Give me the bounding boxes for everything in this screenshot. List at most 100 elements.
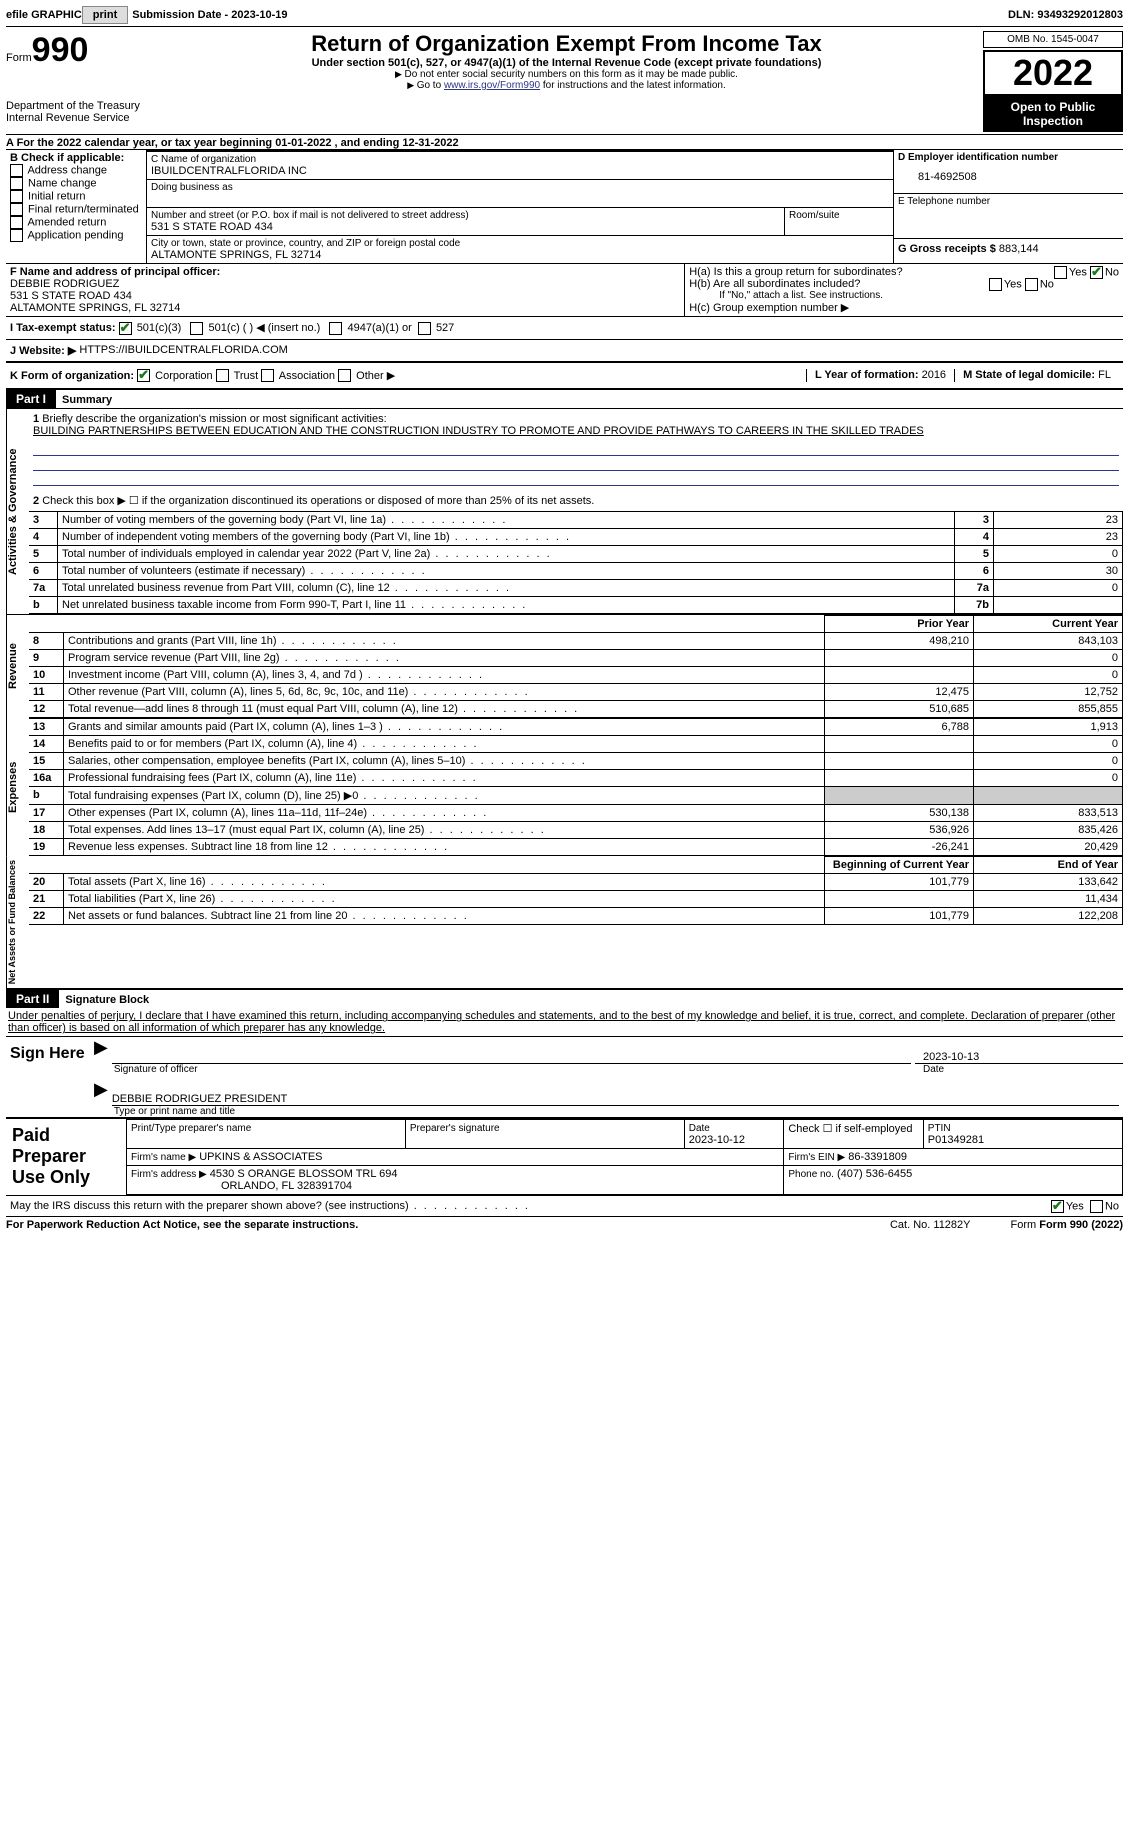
hb-yes[interactable] — [989, 278, 1002, 291]
paid-preparer-label: Paid Preparer Use Only — [6, 1119, 126, 1195]
org-name-label: C Name of organization — [151, 154, 889, 165]
org-address: 531 S STATE ROAD 434 — [151, 221, 780, 233]
checkbox-final-return-terminated: Final return/terminated — [10, 203, 142, 216]
checkbox-name-change: Name change — [10, 177, 142, 190]
tax-year: 2022 — [983, 50, 1123, 96]
preparer-table: Print/Type preparer's name Preparer's si… — [126, 1119, 1123, 1195]
l1-text: BUILDING PARTNERSHIPS BETWEEN EDUCATION … — [33, 425, 924, 437]
checkbox-initial-return: Initial return — [10, 190, 142, 203]
top-bar: efile GRAPHIC print Submission Date - 20… — [6, 6, 1123, 27]
print-button[interactable]: print — [82, 6, 128, 24]
part2-title: Signature Block — [59, 994, 149, 1006]
part1-title: Summary — [56, 394, 112, 406]
firm-addr2: ORLANDO, FL 328391704 — [131, 1180, 352, 1192]
room-label: Room/suite — [784, 208, 893, 235]
form-label: Form — [6, 52, 32, 64]
hb-note: If "No," attach a list. See instructions… — [689, 290, 1119, 301]
checkbox-amended-return: Amended return — [10, 216, 142, 229]
ein-label: D Employer identification number — [898, 152, 1058, 163]
governance-table: 3Number of voting members of the governi… — [29, 511, 1123, 614]
org-trust[interactable] — [216, 369, 229, 382]
org-assoc[interactable] — [261, 369, 274, 382]
website-value: HTTPS://IBUILDCENTRALFLORIDA.COM — [79, 344, 287, 357]
sig-arrow2-icon: ▶ — [94, 1079, 108, 1117]
discuss-no[interactable] — [1090, 1200, 1103, 1213]
omb-number: OMB No. 1545-0047 — [983, 31, 1123, 48]
dba-label: Doing business as — [151, 182, 889, 193]
form-footer: Form Form 990 (2022) — [1011, 1219, 1124, 1231]
form-number: 990 — [32, 31, 89, 69]
sign-here-label: Sign Here — [6, 1037, 94, 1117]
efile-label: efile GRAPHIC — [6, 9, 82, 21]
checkbox-application-pending: Application pending — [10, 229, 142, 242]
city-label: City or town, state or province, country… — [151, 238, 889, 249]
declaration: Under penalties of perjury, I declare th… — [6, 1008, 1123, 1036]
status-501c[interactable] — [190, 322, 203, 335]
vlabel-gov: Activities & Governance — [6, 409, 29, 614]
firm-name: UPKINS & ASSOCIATES — [199, 1151, 322, 1163]
org-other[interactable] — [338, 369, 351, 382]
sign-date: 2023-10-13 — [915, 1051, 1123, 1064]
vlabel-exp: Expenses — [6, 718, 29, 856]
officer-label: F Name and address of principal officer: — [10, 266, 220, 278]
ptin: P01349281 — [928, 1134, 984, 1146]
line-a: A For the 2022 calendar year, or tax yea… — [6, 137, 1123, 149]
dln-label: DLN: 93493292012803 — [1008, 9, 1123, 21]
sig-arrow-icon: ▶ — [94, 1037, 108, 1075]
note-ssn: Do not enter social security numbers on … — [154, 69, 979, 80]
addr-label: Number and street (or P.O. box if mail i… — [151, 210, 780, 221]
org-city: ALTAMONTE SPRINGS, FL 32714 — [151, 249, 889, 261]
gross-label: G Gross receipts $ — [898, 243, 996, 255]
hc-label: H(c) Group exemption number ▶ — [689, 301, 1119, 314]
website-label: J Website: ▶ — [10, 344, 76, 357]
firm-phone: (407) 536-6455 — [837, 1168, 912, 1180]
note-goto: Go to www.irs.gov/Form990 for instructio… — [154, 80, 979, 91]
ha-no[interactable] — [1090, 266, 1103, 279]
checkbox-address-change: Address change — [10, 164, 142, 177]
page-subtitle: Under section 501(c), 527, or 4947(a)(1)… — [154, 57, 979, 69]
dept-label: Department of the Treasury — [6, 100, 146, 112]
l2-text: Check this box ▶ ☐ if the organization d… — [42, 495, 594, 507]
status-527[interactable] — [418, 322, 431, 335]
hb-no[interactable] — [1025, 278, 1038, 291]
box-b-label: B Check if applicable: — [10, 152, 124, 164]
year-formation: 2016 — [922, 369, 946, 381]
status-4947[interactable] — [329, 322, 342, 335]
revenue-table: Prior YearCurrent Year8Contributions and… — [29, 615, 1123, 718]
form-org-label: K Form of organization: — [10, 370, 134, 382]
officer-addr1: 531 S STATE ROAD 434 — [10, 290, 680, 302]
hb-label: H(b) Are all subordinates included? — [689, 278, 860, 290]
part2-bar: Part II — [6, 990, 59, 1008]
part1-bar: Part I — [6, 390, 56, 408]
vlabel-net: Net Assets or Fund Balances — [6, 856, 29, 988]
gross-value: 883,144 — [999, 243, 1039, 255]
open-inspection: Open to Public Inspection — [983, 96, 1123, 132]
pra-notice: For Paperwork Reduction Act Notice, see … — [6, 1219, 358, 1231]
irs-link[interactable]: www.irs.gov/Form990 — [444, 80, 540, 91]
irs-label: Internal Revenue Service — [6, 112, 146, 124]
ein-value: 81-4692508 — [898, 163, 1119, 191]
vlabel-rev: Revenue — [6, 615, 29, 718]
org-corp[interactable] — [137, 369, 150, 382]
tax-status-label: I Tax-exempt status: — [10, 322, 116, 334]
ha-yes[interactable] — [1054, 266, 1067, 279]
page-title: Return of Organization Exempt From Incom… — [154, 31, 979, 57]
signer-name: DEBBIE RODRIGUEZ PRESIDENT — [112, 1093, 1119, 1106]
form-header: Form990 Department of the Treasury Inter… — [6, 31, 1123, 132]
officer-addr2: ALTAMONTE SPRINGS, FL 32714 — [10, 302, 680, 314]
status-501c3[interactable] — [119, 322, 132, 335]
expense-table: 13Grants and similar amounts paid (Part … — [29, 718, 1123, 856]
l1-label: Briefly describe the organization's miss… — [42, 413, 386, 425]
officer-name: DEBBIE RODRIGUEZ — [10, 278, 680, 290]
submission-date: Submission Date - 2023-10-19 — [132, 9, 287, 21]
phone-label: E Telephone number — [898, 196, 1119, 207]
state-domicile: FL — [1098, 369, 1111, 381]
discuss-yes[interactable] — [1051, 1200, 1064, 1213]
firm-addr1: 4530 S ORANGE BLOSSOM TRL 694 — [210, 1168, 398, 1180]
cat-no: Cat. No. 11282Y — [890, 1219, 971, 1231]
org-name: IBUILDCENTRALFLORIDA INC — [151, 165, 889, 177]
firm-ein: 86-3391809 — [848, 1151, 907, 1163]
discuss-q: May the IRS discuss this return with the… — [10, 1200, 530, 1212]
netassets-table: Beginning of Current YearEnd of Year20To… — [29, 856, 1123, 925]
ha-label: H(a) Is this a group return for subordin… — [689, 266, 902, 278]
